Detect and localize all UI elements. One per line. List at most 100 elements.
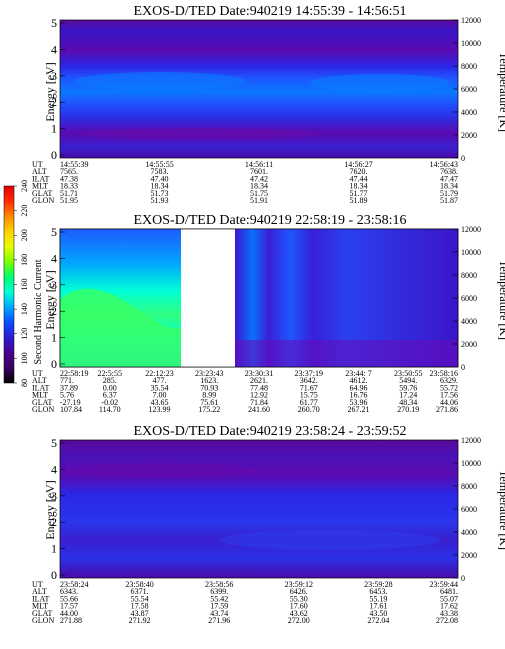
- table-row-label: UT: [32, 160, 43, 169]
- panel-3-y2label: Temperature [K]: [497, 470, 505, 550]
- table-cell: 43.87: [131, 609, 149, 618]
- table-row-label: ALT: [32, 167, 47, 176]
- table-cell: 272.08: [436, 616, 458, 625]
- table-cell: 71.67: [300, 383, 318, 392]
- table-cell: 18.34: [440, 182, 458, 191]
- table-cell: 23:59:44: [430, 580, 458, 589]
- table-cell: 17.62: [440, 602, 458, 611]
- table-cell: 6329.: [440, 376, 458, 385]
- table-row-label: GLAT: [32, 189, 53, 198]
- table-cell: 55.42: [210, 594, 228, 603]
- table-cell: 6453.: [369, 587, 387, 596]
- y2-tick-label: 8000: [461, 482, 477, 491]
- table-cell: 14:56:11: [245, 160, 273, 169]
- table-cell: 53.96: [350, 398, 368, 407]
- table-cell: 5494.: [399, 376, 417, 385]
- colorbar-tick-label: 180: [20, 254, 29, 266]
- table-cell: 175.22: [198, 405, 220, 414]
- table-cell: 23:58:40: [125, 580, 153, 589]
- table-row-label: ILAT: [32, 594, 49, 603]
- table-cell: 44.06: [440, 398, 458, 407]
- table-cell: 23:50:55: [394, 369, 422, 378]
- table-cell: 23:59:12: [285, 580, 313, 589]
- table-cell: 55.72: [440, 383, 458, 392]
- colorbar-tick-label: 100: [20, 352, 29, 364]
- table-cell: 6.37: [103, 391, 117, 400]
- table-cell: 51.79: [440, 189, 458, 198]
- table-cell: 6426.: [290, 587, 308, 596]
- table-cell: 23:58:16: [430, 369, 458, 378]
- y-tick-label: 1: [51, 542, 57, 556]
- table-cell: 0.00: [103, 383, 117, 392]
- table-cell: 51.75: [250, 189, 268, 198]
- y-tick-label: 0: [51, 568, 57, 582]
- table-cell: 14:56:43: [430, 160, 458, 169]
- y2-tick-label: 10000: [461, 39, 481, 48]
- table-row-label: GLON: [32, 405, 54, 414]
- table-cell: 23:23:43: [195, 369, 223, 378]
- table-cell: 23:58:56: [205, 580, 233, 589]
- y-tick-label: 4: [51, 42, 57, 56]
- table-cell: 51.91: [250, 196, 268, 205]
- table-cell: 47.38: [60, 174, 78, 183]
- table-cell: 47.44: [350, 174, 368, 183]
- colorbar-tick-label: 140: [20, 303, 29, 315]
- table-row-label: MLT: [32, 602, 48, 611]
- table-row-label: GLON: [32, 196, 54, 205]
- y-tick-label: 3: [51, 489, 57, 503]
- table-cell: 22:58:19: [60, 369, 88, 378]
- table-cell: 6343.: [60, 587, 78, 596]
- table-cell: 18.34: [250, 182, 268, 191]
- table-cell: 123.99: [149, 405, 171, 414]
- table-row-label: MLT: [32, 182, 48, 191]
- y-tick-label: 0: [51, 357, 57, 371]
- y2-tick-label: 4000: [461, 317, 477, 326]
- table-cell: 64.96: [350, 383, 368, 392]
- y2-tick-label: 12000: [461, 225, 481, 234]
- y-tick-label: 2: [51, 95, 57, 109]
- y-tick-label: 0: [51, 148, 57, 162]
- y-tick-label: 3: [51, 69, 57, 83]
- table-cell: 47.40: [151, 174, 169, 183]
- panel-1-ylabel: Energy [eV]: [43, 62, 57, 121]
- panel-1-ephemeris-table: UT 14:55:39 14:55:55 14:56:11 14:56:27 14:56:…: [32, 160, 458, 205]
- table-cell: 17.24: [399, 391, 417, 400]
- table-cell: 271.96: [208, 616, 230, 625]
- colorbar-tick-label: 80: [20, 379, 29, 387]
- y2-tick-label: 6000: [461, 505, 477, 514]
- table-cell: 16.76: [350, 391, 368, 400]
- table-row-label: GLAT: [32, 398, 53, 407]
- table-cell: 51.95: [60, 196, 78, 205]
- panel-2-ylabel: Energy [eV]: [43, 270, 57, 329]
- table-cell: 271.86: [436, 405, 458, 414]
- table-cell: 12.92: [250, 391, 268, 400]
- table-cell: 47.47: [440, 174, 458, 183]
- table-cell: 51.87: [440, 196, 458, 205]
- y-tick-label: 3: [51, 278, 57, 292]
- table-cell: 260.70: [298, 405, 320, 414]
- table-cell: 55.30: [290, 594, 308, 603]
- colorbar-tick-label: 200: [20, 229, 29, 241]
- panel-3-title: EXOS-D/TED Date:940219 23:58:24 - 23:59:…: [134, 424, 407, 439]
- table-cell: 114.70: [99, 405, 121, 414]
- table-cell: 8.99: [202, 391, 216, 400]
- table-row-label: GLON: [32, 616, 54, 625]
- table-cell: 1623.: [200, 376, 218, 385]
- table-cell: 43.38: [440, 609, 458, 618]
- panel-2-y2label: Temperature [K]: [497, 260, 505, 340]
- panel-1-band-feature: [75, 72, 245, 90]
- table-cell: 51.71: [60, 189, 78, 198]
- table-cell: 70.93: [200, 383, 218, 392]
- table-cell: 17.60: [290, 602, 308, 611]
- table-row-label: ILAT: [32, 383, 49, 392]
- table-cell: 43.50: [369, 609, 387, 618]
- y-tick-label: 4: [51, 462, 57, 476]
- table-cell: 71.84: [250, 398, 268, 407]
- y2-tick-label: 12000: [461, 436, 481, 445]
- table-cell: 7620.: [350, 167, 368, 176]
- table-cell: 22:12:23: [145, 369, 173, 378]
- table-cell: 2621.: [250, 376, 268, 385]
- y2-tick-label: 2000: [461, 340, 477, 349]
- colorbar-tick-label: 120: [20, 328, 29, 340]
- panel-3: EXOS-D/TED Date:940219 23:58:24 - 23:59:…: [32, 424, 505, 625]
